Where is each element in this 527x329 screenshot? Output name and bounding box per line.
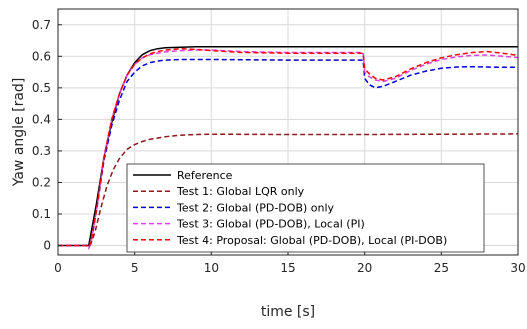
x-tick-label: 10 [204,261,219,275]
x-tick-label: 20 [357,261,372,275]
y-tick-label: 0.6 [32,49,51,63]
y-tick-label: 0.2 [32,175,51,189]
series-layer [58,46,519,250]
series-line-2 [58,133,519,247]
tick-layer: 0 5 10 15 20 25 30 0 0.1 0.2 0.3 0.4 0.5 0.6 0.7 [32,18,526,275]
legend-box [126,163,485,253]
y-tick-label: 0.3 [32,144,51,158]
legend: Reference Test 1: Global LQR only Test 2: … [126,163,485,253]
series-line-5 [58,47,519,248]
y-tick-label: 0.4 [32,112,51,126]
x-axis-label: time [s] [261,304,315,320]
y-tick-label: 0 [43,239,51,253]
legend-label: Test 3: Global (PD-DOB), Local (PI) [176,218,365,231]
y-tick-label: 0.1 [32,207,51,221]
legend-label: Test 2: Global (PD-DOB) only [176,201,335,214]
series-line-3 [58,58,518,248]
x-tick-label: 30 [510,261,525,275]
legend-label: Reference [177,169,233,182]
x-tick-label: 5 [131,261,139,275]
y-axis-label: Yaw angle [rad] [11,78,27,188]
x-tick-label: 15 [280,261,295,275]
x-tick-label: 0 [54,261,62,275]
y-tick-label: 0.5 [32,81,51,95]
series-line-4 [58,49,519,250]
legend-label: Test 1: Global LQR only [176,185,305,198]
y-tick-label: 0.7 [32,18,51,32]
legend-label: Test 4: Proposal: Global (PD-DOB), Local… [176,234,447,247]
x-tick-label: 25 [434,261,449,275]
